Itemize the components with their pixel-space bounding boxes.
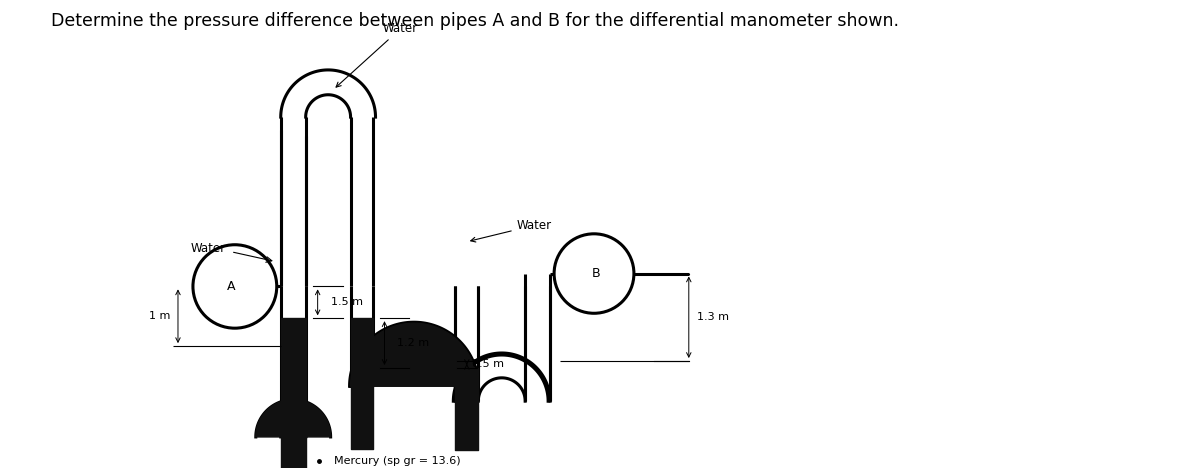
Text: 1 m: 1 m xyxy=(149,311,170,321)
Text: Water: Water xyxy=(336,22,418,87)
Text: 1.5 m: 1.5 m xyxy=(331,297,362,307)
Polygon shape xyxy=(350,323,478,386)
Text: Water: Water xyxy=(470,219,552,242)
Text: Determine the pressure difference between pipes A and B for the differential man: Determine the pressure difference betwee… xyxy=(52,12,899,30)
Text: 1.3 m: 1.3 m xyxy=(697,312,728,322)
Text: Water: Water xyxy=(191,242,226,255)
Text: Mercury (sp gr = 13.6): Mercury (sp gr = 13.6) xyxy=(334,456,461,466)
Text: B: B xyxy=(592,267,600,280)
Text: 0.5 m: 0.5 m xyxy=(472,359,504,370)
Text: A: A xyxy=(227,280,235,293)
Text: 1.2 m: 1.2 m xyxy=(397,338,430,348)
Polygon shape xyxy=(256,400,331,437)
